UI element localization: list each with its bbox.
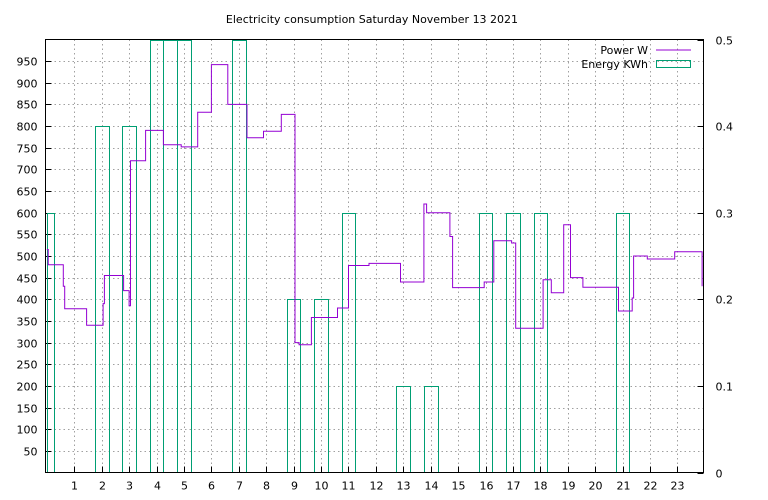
x-tick-label: 23	[671, 480, 685, 493]
y2-tick-label: 0.2	[716, 294, 734, 307]
energy-bar	[232, 40, 247, 473]
y2-tick-label: 0.1	[716, 381, 734, 394]
y-tick-label: 50	[24, 446, 38, 459]
energy-bar	[424, 386, 439, 473]
y-tick-label: 450	[17, 273, 38, 286]
x-tick-label: 4	[154, 480, 161, 493]
x-tick-label: 20	[589, 480, 603, 493]
x-tick-label: 14	[425, 480, 439, 493]
power-line	[46, 64, 703, 346]
series-layer	[46, 40, 703, 473]
plot-frame	[45, 39, 704, 473]
y2-tick-label: 0.4	[716, 121, 734, 134]
x-tick-label: 5	[181, 480, 188, 493]
x-tick-label: 13	[397, 480, 411, 493]
chart-title: Electricity consumption Saturday Novembe…	[226, 13, 518, 26]
y-tick-label: 250	[17, 359, 38, 372]
legend-swatch-energy	[656, 60, 691, 68]
energy-bar	[122, 126, 137, 473]
x-tick-label: 3	[126, 480, 133, 493]
x-tick-label: 17	[507, 480, 521, 493]
x-tick-label: 18	[534, 480, 548, 493]
x-tick-label: 19	[562, 480, 576, 493]
energy-bar	[314, 299, 329, 473]
x-tick-label: 7	[236, 480, 243, 493]
y-tick-label: 650	[17, 186, 38, 199]
x-tick-label: 21	[617, 480, 631, 493]
energy-bar	[534, 213, 548, 473]
y-tick-label: 600	[17, 208, 38, 221]
y-tick-label: 100	[17, 424, 38, 437]
energy-bar	[47, 213, 55, 473]
x-axis: 1 2 3 4 5 6 7 8 9 10 11 12 13 14 15 16 17 18 19 20 21 22 23	[71, 466, 685, 493]
energy-bar	[396, 386, 411, 473]
y-tick-label: 950	[17, 56, 38, 69]
x-tick-label: 15	[452, 480, 466, 493]
y2-tick-label: 0.5	[716, 35, 734, 48]
x-tick-label: 9	[291, 480, 298, 493]
energy-bar	[616, 213, 630, 473]
energy-bar	[479, 213, 493, 473]
y-tick-label: 350	[17, 316, 38, 329]
energy-bar	[287, 299, 301, 473]
y-tick-label: 800	[17, 121, 38, 134]
x-tick-label: 11	[342, 480, 356, 493]
y-axis-right: 0 0.1 0.2 0.3 0.4 0.5	[697, 35, 734, 481]
y2-tick-label: 0.3	[716, 208, 734, 221]
x-tick-label: 22	[644, 480, 658, 493]
x-tick-label: 12	[370, 480, 384, 493]
y-tick-label: 400	[17, 294, 38, 307]
y-tick-label: 750	[17, 143, 38, 156]
grid-layer	[45, 39, 704, 473]
y-tick-label: 850	[17, 99, 38, 112]
y-tick-label: 150	[17, 403, 38, 416]
y-axis-left: 50 100 150 200 250 300 350 400 450 500 550 600 650 70…	[17, 56, 52, 459]
x-tick-label: 16	[480, 480, 494, 493]
energy-bar	[163, 40, 178, 473]
y-tick-label: 200	[17, 381, 38, 394]
x-tick-label: 1	[71, 480, 78, 493]
legend-label-power: Power W	[600, 44, 648, 57]
y-tick-label: 300	[17, 338, 38, 351]
legend: Power W Energy KWh	[581, 44, 691, 71]
y-tick-label: 900	[17, 78, 38, 91]
y2-tick-label: 0	[716, 468, 723, 481]
energy-bar	[506, 213, 521, 473]
energy-bar	[177, 40, 192, 473]
energy-bar	[342, 213, 356, 473]
y-tick-label: 500	[17, 251, 38, 264]
x-tick-label: 10	[315, 480, 329, 493]
energy-bar	[95, 126, 110, 473]
x-tick-label: 2	[99, 480, 106, 493]
legend-label-energy: Energy KWh	[581, 58, 648, 71]
y-tick-label: 550	[17, 229, 38, 242]
y-tick-label: 700	[17, 164, 38, 177]
x-tick-label: 6	[208, 480, 215, 493]
x-tick-label: 8	[263, 480, 270, 493]
